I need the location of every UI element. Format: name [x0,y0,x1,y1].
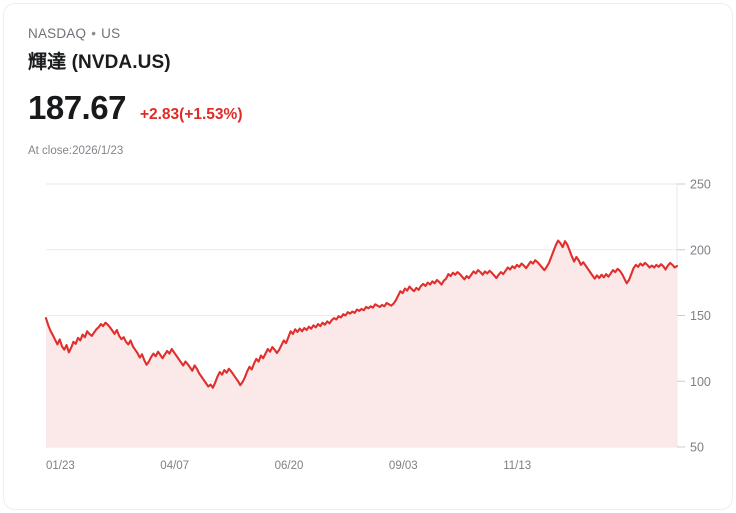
page-title: 輝達 (NVDA.US) [28,52,171,73]
x-axis-tick-label: 01/23 [46,460,75,472]
last-price: 187.67 [28,89,126,126]
x-axis-tick-label: 06/20 [275,460,304,472]
series-line [44,239,679,389]
x-axis-tick-label: 11/13 [503,460,531,472]
y-axis-tick-label: 200 [690,243,711,257]
close-timestamp: At close:2026/1/23 [28,145,124,157]
separator-dot: • [91,26,97,41]
price-change: +2.83(+1.53%) [139,106,243,123]
x-axis-tick-label: 04/07 [160,460,189,472]
stock-quote-card: NASDAQ • US 輝達 (NVDA.US) 187.67 +2.83(+1.5… [3,3,733,510]
y-axis-tick-label: 100 [690,375,711,389]
exchange-region: NASDAQ • US [28,26,120,41]
exchange-name: NASDAQ [28,26,87,41]
area-fill [46,240,677,447]
region-label: US [101,26,121,41]
axis-ticks [677,183,685,448]
y-axis-tick-label: 150 [690,309,711,323]
x-axis-tick-label: 09/03 [389,460,418,472]
chart-svg[interactable]: 250 200 150 100 50 01/23 04/07 06/20 09/03 11/13 [4,169,733,489]
y-axis-labels: 250 200 150 100 50 [690,178,711,455]
y-axis-tick-label: 50 [690,441,704,455]
y-axis-tick-label: 250 [690,178,711,192]
price-chart[interactable]: 250 200 150 100 50 01/23 04/07 06/20 09/03 11/13 [4,169,733,489]
price-row: 187.67 +2.83(+1.53%) [28,88,242,135]
x-axis-labels: 01/23 04/07 06/20 09/03 11/13 [46,460,531,472]
